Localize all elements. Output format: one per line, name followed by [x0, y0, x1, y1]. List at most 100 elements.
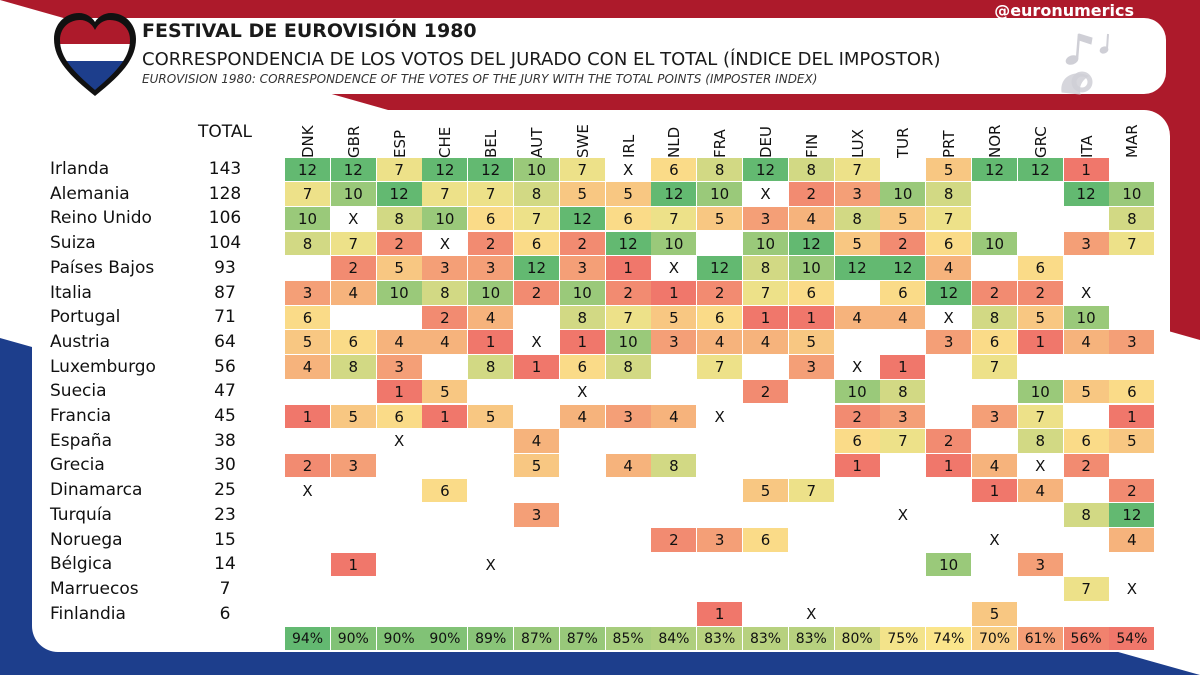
self-vote-mark: X [714, 407, 725, 426]
vote-cell: 5 [926, 157, 972, 181]
vote-cell: 1 [697, 602, 743, 626]
vote-cell: 6 [330, 330, 376, 354]
vote-cell: 10 [468, 281, 514, 305]
country-label: Suiza [50, 233, 96, 254]
vote-cell: 8 [468, 355, 514, 379]
jury-header-label: PRT [940, 130, 959, 158]
vote-cell: 10 [559, 281, 605, 305]
jury-header-deu: DEU [743, 118, 789, 158]
jury-header-esp: ESP [377, 118, 423, 158]
imposter-index-cell: 83% [743, 626, 788, 651]
self-vote-mark: X [531, 333, 542, 352]
self-vote-mark: X [348, 209, 359, 228]
country-label: Francia [50, 406, 112, 426]
vote-cell: 2 [422, 305, 468, 330]
vote-cell: 6 [880, 281, 926, 305]
vote-cell: 6 [926, 231, 972, 256]
vote-cell: 8 [834, 206, 880, 231]
vote-cell: 10 [697, 182, 743, 206]
vote-cell: 3 [1063, 231, 1109, 256]
total-points: 64 [214, 331, 236, 352]
jury-header-label: ESP [390, 129, 409, 158]
vote-cell: 3 [376, 355, 422, 379]
vote-cell: 8 [697, 157, 743, 181]
vote-cell: 7 [1063, 577, 1109, 601]
vote-cell: 2 [376, 231, 422, 256]
jury-header-label: ITA [1077, 135, 1096, 158]
vote-cell: 1 [972, 478, 1017, 503]
jury-header-fin: FIN [789, 118, 835, 158]
vote-cell: 7 [285, 182, 330, 206]
vote-cell: 12 [559, 206, 605, 231]
total-points: 6 [219, 603, 231, 624]
jury-header-aut: AUT [514, 118, 560, 158]
jury-header-label: NOR [986, 124, 1004, 158]
vote-cell: 3 [972, 404, 1017, 428]
vote-cell: 3 [926, 330, 972, 354]
vote-cell: 5 [330, 404, 376, 428]
eurovision-heart-logo [54, 13, 136, 96]
vote-cell: 8 [285, 231, 330, 256]
vote-cell: 5 [376, 256, 422, 280]
vote-cell: 1 [330, 552, 376, 577]
vote-cell: 4 [788, 206, 834, 231]
vote-cell: 4 [422, 330, 468, 354]
vote-cell: 6 [376, 404, 422, 428]
vote-cell: 7 [834, 157, 880, 181]
vote-cell: 10 [1017, 379, 1063, 404]
vote-cell: 12 [788, 231, 834, 256]
vote-cell: 8 [651, 453, 697, 478]
country-label: Bélgica [50, 554, 113, 575]
jury-header-label: IRL [619, 134, 638, 158]
vote-cell: 12 [330, 157, 376, 181]
jury-header-label: MAR [1123, 124, 1142, 158]
imposter-index-cell: 90% [376, 626, 422, 651]
country-label: Dinamarca [50, 480, 143, 501]
jury-header-gbr: GBR [331, 118, 377, 158]
jury-header-label: FRA [711, 129, 730, 158]
vote-cell: 10 [926, 552, 972, 577]
vote-cell: 4 [697, 330, 743, 354]
imposter-index-cell: 94% [285, 626, 330, 651]
vote-cell: 7 [788, 478, 834, 503]
vote-cell: 1 [468, 330, 514, 354]
vote-cell: 5 [1063, 379, 1109, 404]
vote-cell: 2 [468, 231, 514, 256]
vote-cell: 8 [880, 379, 926, 404]
self-vote-mark: X [1080, 284, 1092, 302]
country-label: Reino Unido [50, 208, 152, 229]
vote-cell: 1 [376, 379, 422, 404]
vote-cell: 6 [285, 305, 330, 330]
jury-header-label: DNK [299, 125, 317, 158]
vote-cell: 6 [1017, 256, 1063, 280]
vote-cell: 12 [422, 157, 468, 181]
self-vote-mark: X [806, 605, 817, 624]
vote-cell: 5 [972, 602, 1017, 626]
imposter-index-cell: 61% [1017, 626, 1063, 651]
vote-cell: 3 [651, 330, 697, 354]
vote-cell: 7 [605, 305, 651, 330]
vote-cell: 7 [559, 157, 605, 181]
vote-cell: 12 [285, 157, 330, 181]
imposter-index-cell: 90% [422, 626, 468, 651]
vote-cell: 10 [743, 231, 788, 256]
total-points: 7 [219, 578, 231, 599]
vote-cell: 4 [468, 305, 514, 330]
total-points: 106 [208, 208, 242, 229]
vote-cell: 2 [1063, 453, 1109, 478]
self-vote-mark: X [439, 234, 451, 253]
jury-header-ita: ITA [1064, 118, 1110, 158]
self-vote-mark: X [393, 432, 405, 451]
vote-cell: 6 [1063, 429, 1109, 453]
vote-cell: 8 [1017, 429, 1063, 453]
total-points: 30 [214, 455, 236, 476]
imposter-index-cell: 83% [788, 626, 834, 651]
imposter-index-cell: 83% [697, 626, 743, 651]
vote-cell: 1 [926, 453, 972, 478]
self-vote-mark: X [989, 531, 1000, 549]
imposter-index-cell: 54% [1109, 626, 1155, 651]
jury-header-tur: TUR [880, 118, 926, 158]
vote-cell: 8 [559, 305, 605, 330]
jury-header-label: SWE [573, 124, 592, 158]
total-points: 23 [214, 504, 236, 525]
